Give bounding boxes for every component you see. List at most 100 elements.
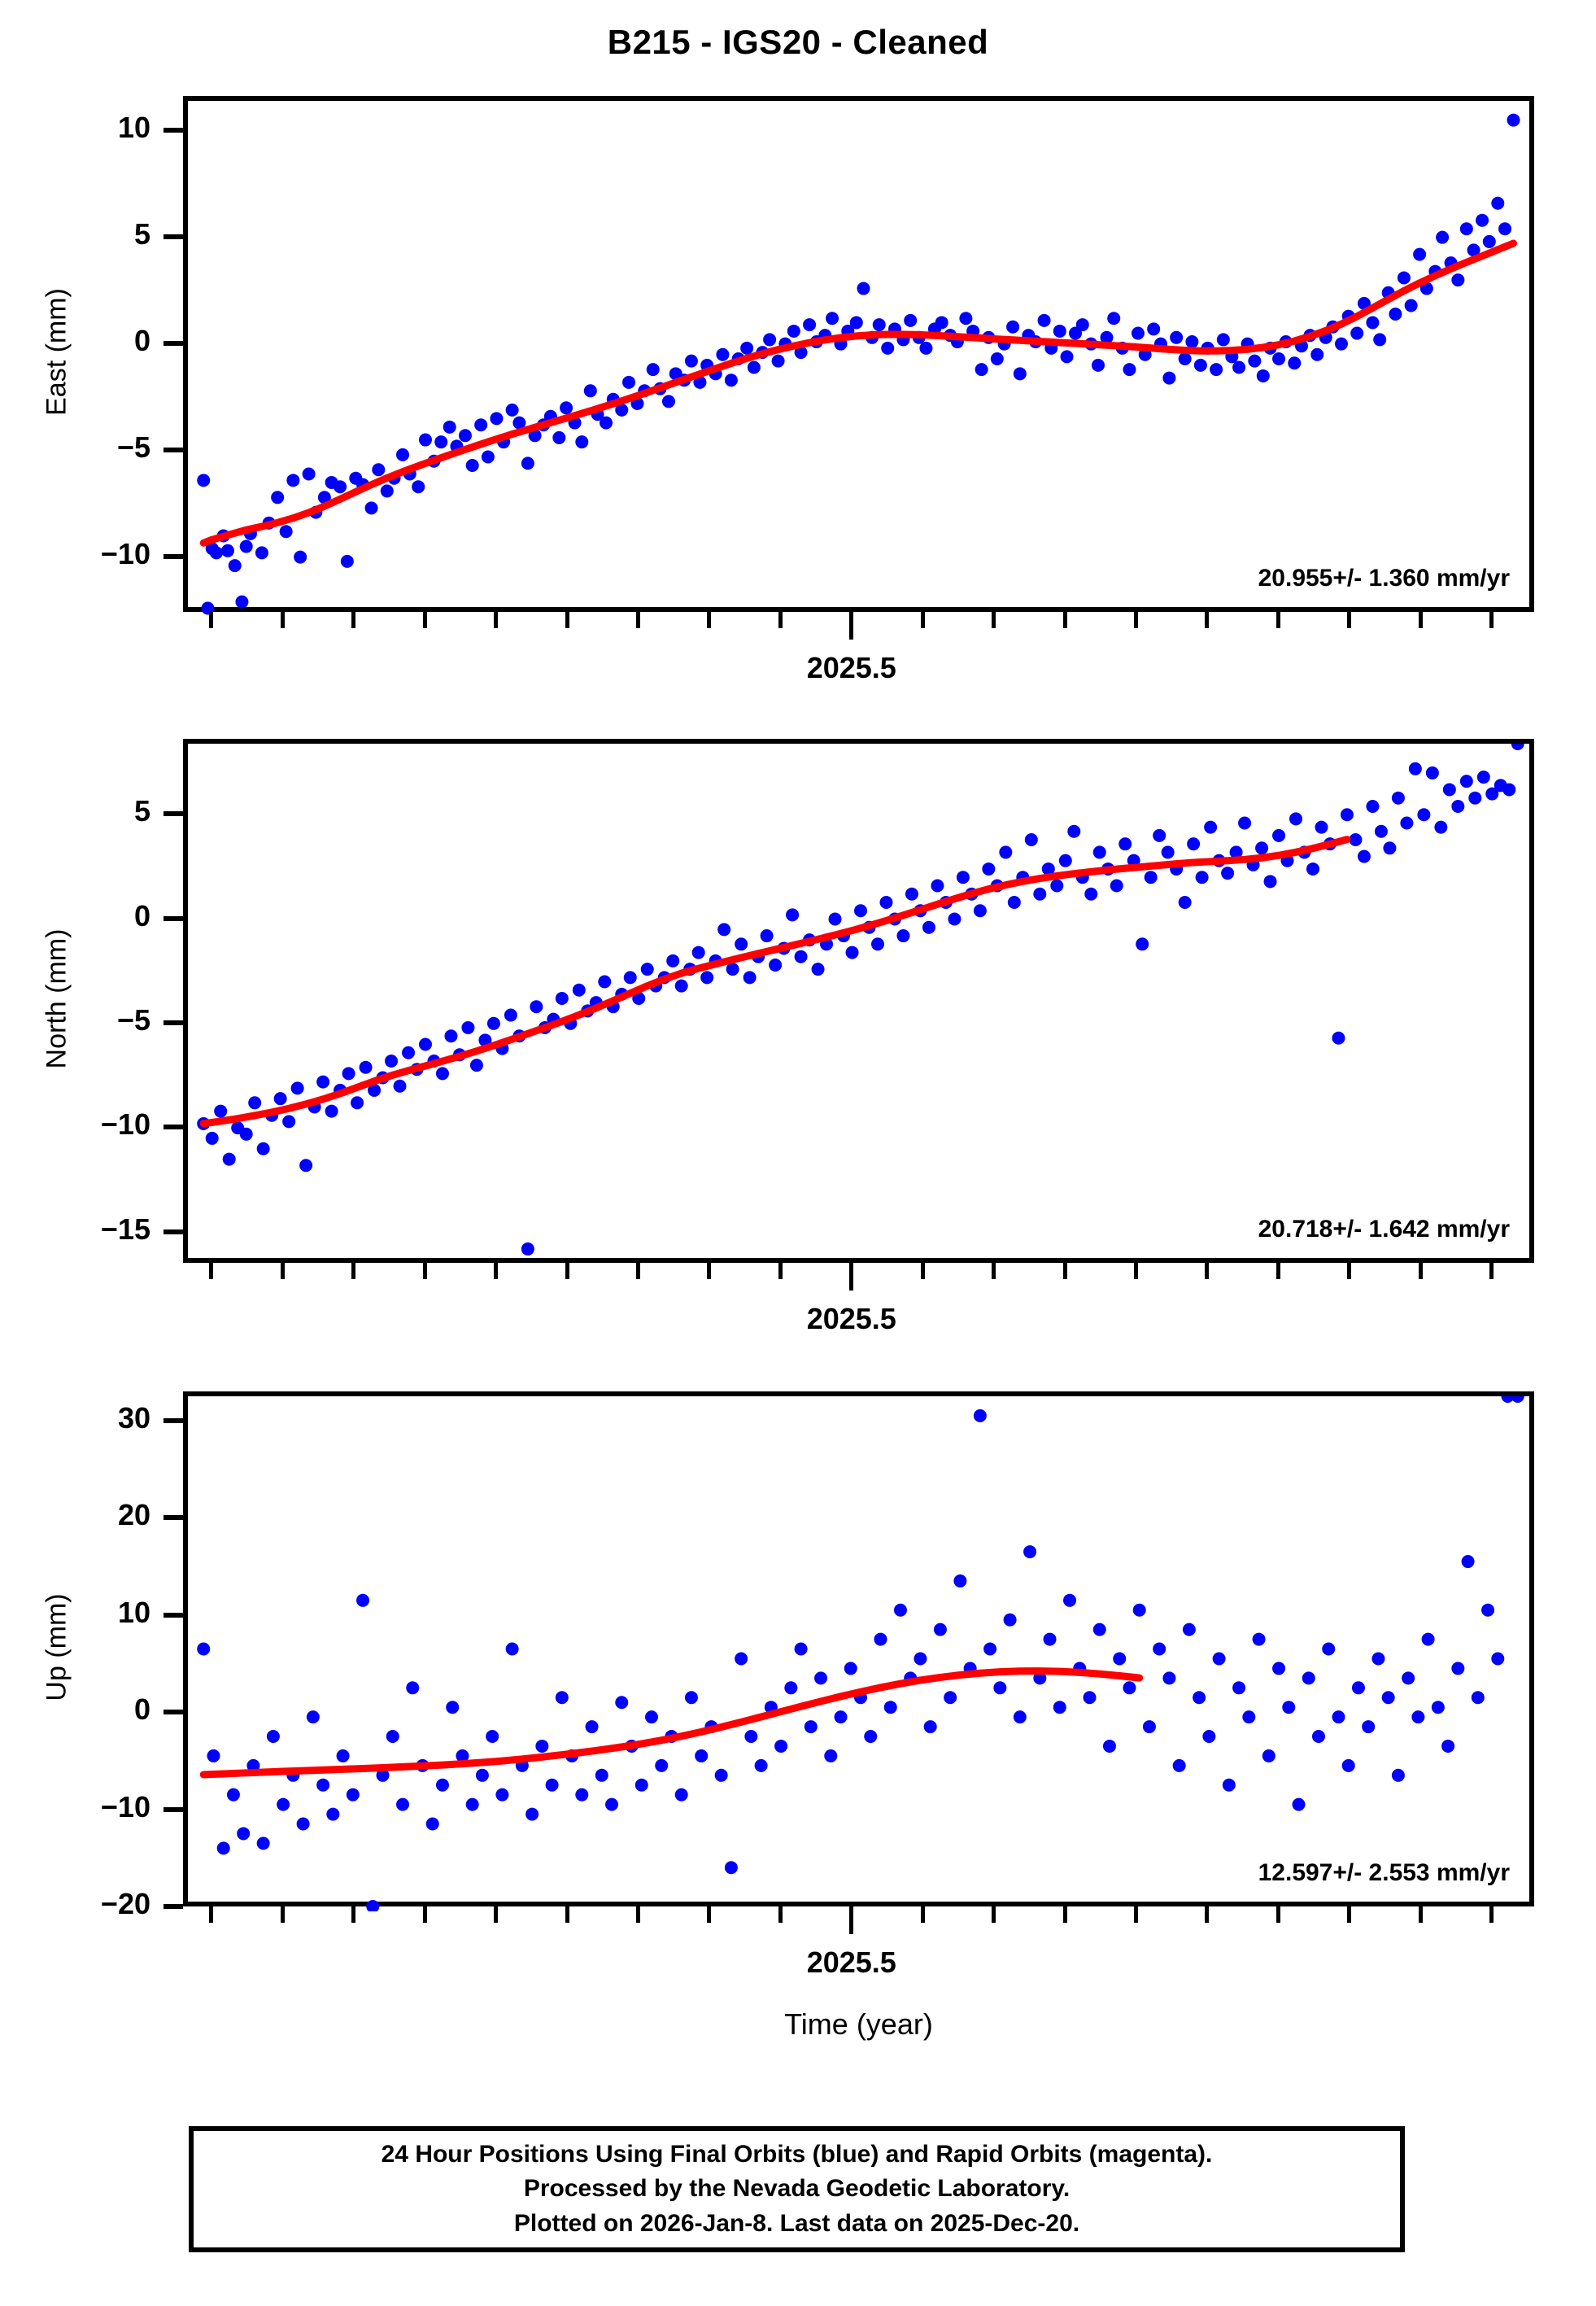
xtick-minor-east — [1347, 612, 1352, 628]
page-title: B215 - IGS20 - Cleaned — [607, 23, 989, 61]
xtick-minor-up — [351, 1906, 356, 1923]
xtick-minor-north — [992, 1263, 996, 1279]
xtick-minor-north — [1489, 1263, 1494, 1279]
ytick-east-1 — [164, 234, 183, 239]
xtick-minor-up — [707, 1906, 712, 1923]
xtick-minor-east — [1133, 612, 1138, 628]
ytick-label-east-0: 10 — [117, 110, 150, 144]
ytick-label-east-4: −10 — [100, 536, 150, 570]
caption-box: 24 Hour Positions Using Final Orbits (bl… — [189, 2126, 1405, 2252]
ytick-label-north-0: 5 — [133, 794, 150, 828]
yaxis-label-north: North (mm) — [41, 928, 72, 1069]
ytick-up-4 — [164, 1806, 183, 1812]
ytick-label-up-3: 0 — [133, 1692, 150, 1727]
xtick-minor-north — [778, 1263, 783, 1279]
xtick-minor-east — [1418, 612, 1423, 628]
ytick-north-1 — [164, 915, 183, 921]
xtick-minor-east — [422, 612, 427, 628]
data-points-east — [197, 113, 1520, 615]
xtick-minor-up — [920, 1906, 925, 1923]
xtick-minor-up — [422, 1906, 427, 1923]
rate-annotation-up: 12.597+/- 2.553 mm/yr — [1258, 1859, 1510, 1886]
xtick-label-up: 2025.5 — [806, 1946, 896, 1979]
scatter-canvas-east — [197, 113, 1520, 615]
xtick-minor-up — [1133, 1906, 1138, 1923]
scatter-canvas-north — [197, 744, 1524, 1256]
ytick-up-1 — [164, 1515, 183, 1521]
xtick-minor-north — [1205, 1263, 1210, 1279]
xtick-minor-up — [635, 1906, 640, 1923]
xtick-minor-up — [1275, 1906, 1280, 1923]
data-points-north — [197, 744, 1524, 1256]
xtick-minor-north — [351, 1263, 356, 1279]
ytick-north-3 — [164, 1125, 183, 1130]
ytick-east-2 — [164, 340, 183, 346]
xtick-minor-north — [422, 1263, 427, 1279]
ytick-east-3 — [164, 447, 183, 452]
ytick-north-0 — [164, 811, 183, 817]
caption-line-2: Processed by the Nevada Geodetic Laborat… — [523, 2175, 1071, 2203]
plot-frame-up — [183, 1391, 1534, 1911]
ytick-north-2 — [164, 1020, 183, 1025]
xtick-minor-north — [280, 1263, 285, 1279]
ytick-label-north-3: −10 — [100, 1107, 150, 1142]
xtick-minor-north — [707, 1263, 712, 1279]
xtick-minor-east — [351, 612, 356, 628]
scatter-canvas-up — [197, 1396, 1524, 1911]
fit-curve-east — [199, 239, 1518, 547]
xtick-label-north: 2025.5 — [806, 1302, 896, 1335]
ytick-label-up-1: 20 — [117, 1498, 150, 1532]
xtick-minor-up — [1347, 1906, 1352, 1923]
ytick-label-east-3: −5 — [116, 430, 150, 464]
xtick-minor-east — [920, 612, 925, 628]
xtick-minor-up — [565, 1906, 569, 1923]
xtick-minor-east — [1205, 612, 1210, 628]
xtick-minor-up — [992, 1906, 996, 1923]
xtick-minor-north — [1062, 1263, 1067, 1279]
ytick-label-north-4: −15 — [100, 1212, 150, 1246]
xtick-minor-east — [778, 612, 783, 628]
xtick-major-east — [849, 612, 854, 640]
xtick-major-up — [849, 1906, 854, 1934]
ytick-label-up-0: 30 — [117, 1400, 150, 1435]
rate-annotation-north: 20.718+/- 1.642 mm/yr — [1258, 1216, 1510, 1243]
xtick-minor-east — [1275, 612, 1280, 628]
xtick-minor-east — [1489, 612, 1494, 628]
xtick-minor-north — [494, 1263, 499, 1279]
ytick-up-0 — [164, 1417, 183, 1423]
xtick-minor-east — [992, 612, 996, 628]
xtick-minor-north — [209, 1263, 214, 1279]
fit-curve-north — [199, 836, 1351, 1128]
xtick-minor-east — [707, 612, 712, 628]
xtick-minor-north — [920, 1263, 925, 1279]
xtick-minor-up — [1489, 1906, 1494, 1923]
plot-frame-east — [183, 96, 1534, 615]
ytick-label-east-2: 0 — [133, 323, 150, 357]
xtick-minor-up — [209, 1906, 214, 1923]
xtick-minor-east — [494, 612, 499, 628]
xtick-minor-north — [565, 1263, 569, 1279]
yaxis-label-east: East (mm) — [41, 288, 72, 416]
xtick-minor-north — [1347, 1263, 1352, 1279]
xtick-label-east: 2025.5 — [806, 651, 896, 684]
yaxis-label-up: Up (mm) — [41, 1592, 72, 1701]
caption-line-3: Plotted on 2026-Jan-8. Last data on 2025… — [513, 2209, 1080, 2237]
ytick-east-4 — [164, 553, 183, 559]
ytick-label-north-2: −5 — [116, 1002, 150, 1037]
xtick-major-north — [849, 1263, 854, 1291]
ytick-label-east-1: 5 — [133, 216, 150, 251]
ytick-north-4 — [164, 1229, 183, 1234]
xtick-minor-north — [1418, 1263, 1423, 1279]
ytick-label-up-2: 10 — [117, 1595, 150, 1629]
xtick-minor-up — [778, 1906, 783, 1923]
xaxis-label: Time (year) — [784, 2007, 933, 2041]
ytick-up-5 — [164, 1904, 183, 1909]
ytick-label-up-4: −10 — [100, 1789, 150, 1823]
ytick-label-up-5: −20 — [100, 1887, 150, 1920]
ytick-up-2 — [164, 1612, 183, 1618]
xtick-minor-east — [565, 612, 569, 628]
fit-curve-up — [199, 1667, 1144, 1779]
xtick-minor-north — [1275, 1263, 1280, 1279]
ytick-label-north-1: 0 — [133, 898, 150, 932]
xtick-minor-east — [1062, 612, 1067, 628]
